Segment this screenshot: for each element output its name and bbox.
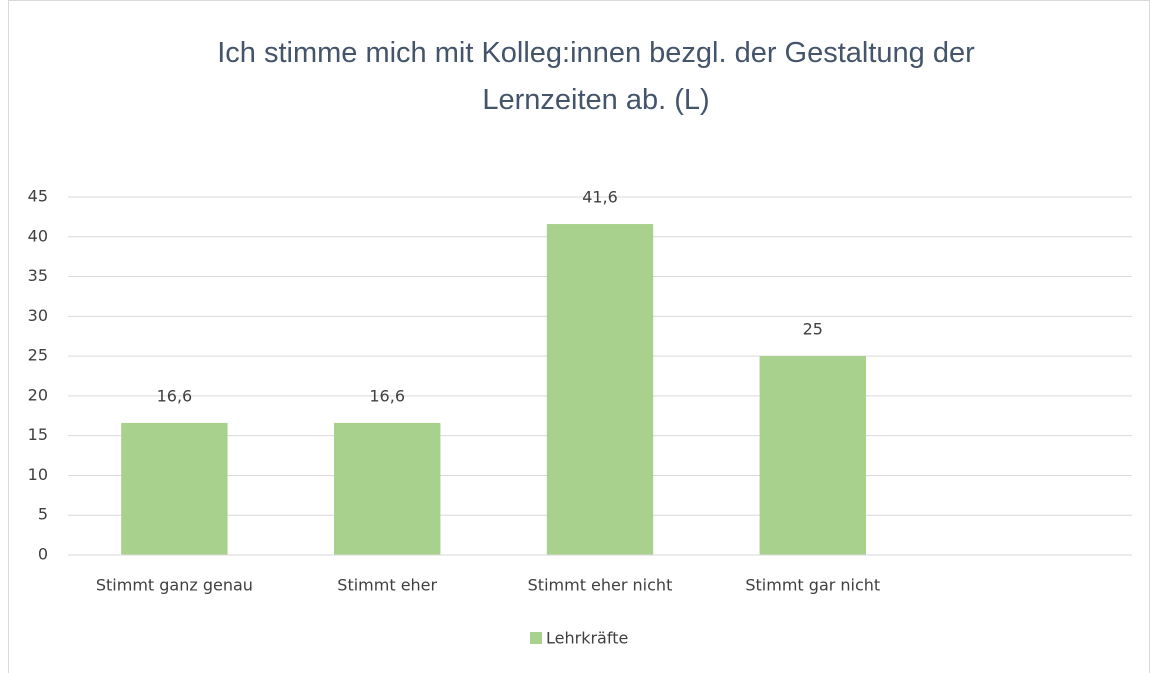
bar	[759, 356, 866, 555]
y-tick-label: 25	[28, 346, 48, 365]
y-tick-label: 30	[28, 306, 48, 325]
x-tick-label: Stimmt eher nicht	[528, 576, 673, 595]
y-tick-label: 5	[38, 505, 48, 524]
x-tick-label: Stimmt eher	[337, 576, 437, 595]
y-tick-label: 20	[28, 385, 48, 404]
y-tick-label: 40	[28, 226, 48, 245]
bar	[546, 224, 654, 555]
x-tick-label: Stimmt gar nicht	[745, 576, 880, 595]
legend-swatch	[530, 632, 542, 644]
data-label: 16,6	[157, 386, 193, 405]
legend-label: Lehrkräfte	[546, 629, 628, 648]
data-label: 25	[803, 320, 823, 339]
chart-title: Ich stimme mich mit Kolleg:innen bezgl. …	[217, 37, 975, 116]
bar	[334, 422, 441, 555]
chart-border	[8, 0, 1150, 673]
y-tick-label: 45	[28, 187, 48, 206]
y-tick-label: 15	[28, 425, 48, 444]
y-tick-label: 10	[28, 465, 48, 484]
y-tick-label: 0	[38, 545, 48, 564]
data-label: 41,6	[582, 188, 618, 207]
bar	[121, 422, 228, 555]
data-label: 16,6	[369, 386, 405, 405]
y-tick-label: 35	[28, 266, 48, 285]
x-tick-label: Stimmt ganz genau	[96, 576, 253, 595]
